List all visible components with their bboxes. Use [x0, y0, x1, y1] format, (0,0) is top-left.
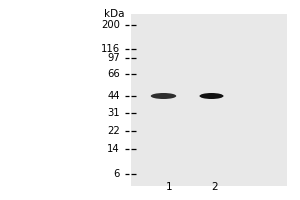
Text: 14: 14 [107, 144, 120, 154]
Text: 31: 31 [107, 108, 120, 118]
Text: 116: 116 [101, 44, 120, 54]
Text: 44: 44 [107, 91, 120, 101]
Text: 2: 2 [211, 182, 218, 192]
Ellipse shape [200, 93, 224, 99]
Text: kDa: kDa [104, 9, 124, 19]
Text: 6: 6 [114, 169, 120, 179]
Text: 22: 22 [107, 126, 120, 136]
Text: 1: 1 [166, 182, 173, 192]
Bar [130, 14, 286, 186]
Text: 97: 97 [107, 53, 120, 63]
Text: 66: 66 [107, 69, 120, 79]
Ellipse shape [151, 93, 176, 99]
Text: 200: 200 [101, 20, 120, 30]
